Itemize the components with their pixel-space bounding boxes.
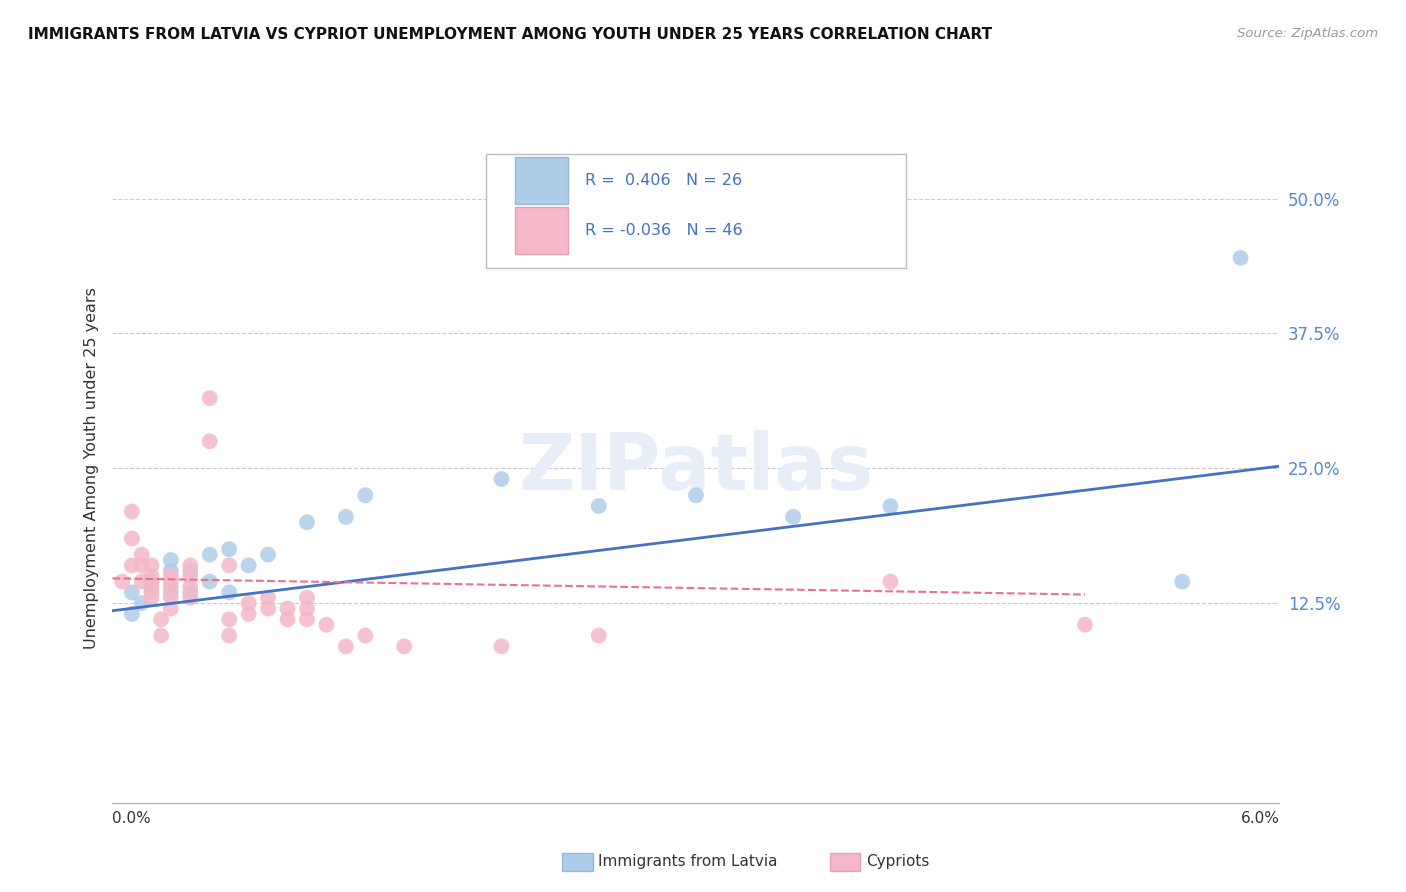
Text: Source: ZipAtlas.com: Source: ZipAtlas.com	[1237, 27, 1378, 40]
Point	[257, 591, 280, 605]
Point	[141, 569, 163, 583]
Point	[160, 591, 183, 605]
Point	[131, 558, 153, 573]
Point	[141, 558, 163, 573]
Point	[179, 591, 201, 605]
Point	[121, 504, 143, 518]
Text: 6.0%: 6.0%	[1240, 812, 1279, 826]
Point	[141, 591, 163, 605]
Point	[588, 499, 610, 513]
Point	[588, 629, 610, 643]
Point	[218, 612, 240, 626]
Point	[1074, 617, 1097, 632]
Point	[238, 558, 260, 573]
Point	[198, 434, 221, 449]
Point	[335, 640, 357, 654]
Text: IMMIGRANTS FROM LATVIA VS CYPRIOT UNEMPLOYMENT AMONG YOUTH UNDER 25 YEARS CORREL: IMMIGRANTS FROM LATVIA VS CYPRIOT UNEMPL…	[28, 27, 993, 42]
Text: 0.0%: 0.0%	[112, 812, 152, 826]
Point	[1171, 574, 1194, 589]
Point	[238, 607, 260, 621]
Point	[392, 640, 416, 654]
Point	[198, 574, 221, 589]
Bar	[515, 208, 568, 254]
Point	[150, 629, 173, 643]
Point	[160, 585, 183, 599]
Point	[179, 564, 201, 578]
Point	[179, 580, 201, 594]
Text: R = -0.036   N = 46: R = -0.036 N = 46	[585, 223, 742, 238]
Point	[111, 574, 134, 589]
Point	[491, 640, 513, 654]
Point	[121, 558, 143, 573]
Point	[131, 596, 153, 610]
Point	[335, 509, 357, 524]
Point	[160, 601, 183, 615]
Point	[295, 612, 318, 626]
Point	[218, 585, 240, 599]
Point	[1229, 251, 1251, 265]
Point	[218, 629, 240, 643]
Point	[276, 601, 298, 615]
Point	[879, 574, 901, 589]
Point	[121, 607, 143, 621]
Point	[685, 488, 707, 502]
Point	[276, 612, 298, 626]
Text: ZIPatlas: ZIPatlas	[519, 430, 873, 507]
Point	[218, 558, 240, 573]
Point	[257, 548, 280, 562]
Point	[198, 391, 221, 405]
Text: R =  0.406   N = 26: R = 0.406 N = 26	[585, 173, 742, 188]
Point	[218, 542, 240, 557]
Point	[160, 564, 183, 578]
Point	[150, 612, 173, 626]
Point	[354, 488, 377, 502]
Point	[257, 601, 280, 615]
Point	[160, 553, 183, 567]
Point	[131, 548, 153, 562]
Point	[121, 532, 143, 546]
Point	[491, 472, 513, 486]
Point	[179, 558, 201, 573]
Point	[141, 585, 163, 599]
Point	[198, 548, 221, 562]
Text: Cypriots: Cypriots	[866, 855, 929, 869]
Point	[295, 601, 318, 615]
Point	[354, 629, 377, 643]
Point	[179, 569, 201, 583]
Point	[131, 574, 153, 589]
Point	[782, 509, 804, 524]
Point	[160, 569, 183, 583]
Point	[141, 580, 163, 594]
Point	[141, 580, 163, 594]
Bar	[515, 157, 568, 204]
FancyBboxPatch shape	[486, 153, 905, 268]
Point	[179, 585, 201, 599]
Point	[295, 515, 318, 529]
Point	[315, 617, 337, 632]
Point	[141, 574, 163, 589]
Point	[879, 499, 901, 513]
Point	[160, 574, 183, 589]
Point	[238, 596, 260, 610]
Text: Immigrants from Latvia: Immigrants from Latvia	[598, 855, 778, 869]
Y-axis label: Unemployment Among Youth under 25 years: Unemployment Among Youth under 25 years	[83, 287, 98, 649]
Point	[160, 580, 183, 594]
Point	[295, 591, 318, 605]
Point	[121, 585, 143, 599]
Point	[141, 574, 163, 589]
